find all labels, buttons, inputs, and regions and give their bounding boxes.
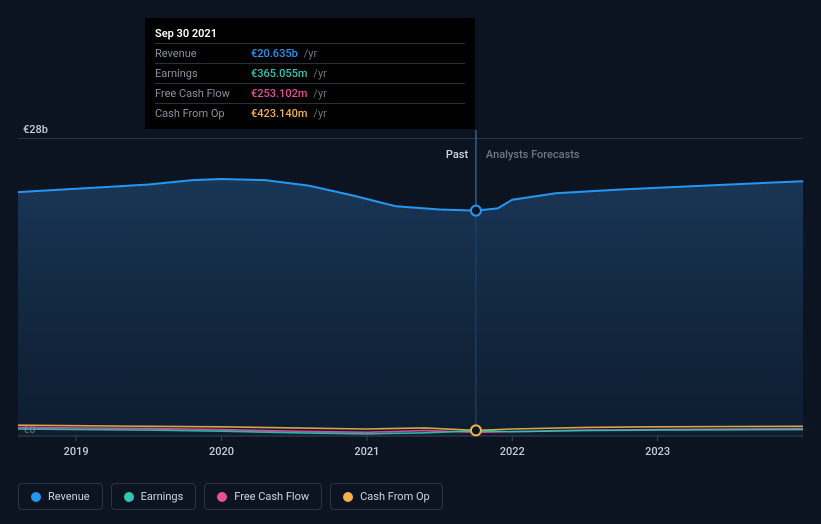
tooltip-unit: /yr	[313, 87, 326, 100]
tooltip-row: Cash From Op €423.140m/yr	[155, 103, 465, 123]
tooltip-key: Cash From Op	[155, 107, 245, 120]
legend-dot-icon	[217, 492, 227, 502]
tooltip-unit: /yr	[313, 107, 326, 120]
chart-tooltip: Sep 30 2021 Revenue €20.635b/yr Earnings €3…	[145, 18, 475, 129]
legend-label: Cash From Op	[360, 490, 430, 503]
tooltip-value: €20.635b	[251, 47, 298, 60]
tooltip-unit: /yr	[304, 47, 317, 60]
x-tick: 2023	[645, 445, 670, 458]
tooltip-row: Free Cash Flow €253.102m/yr	[155, 83, 465, 103]
tooltip-value: €253.102m	[251, 87, 307, 100]
chart-legend: Revenue Earnings Free Cash Flow Cash From O…	[18, 483, 443, 510]
financials-chart: €28b €0 Past Analysts Forecasts 20192020…	[18, 10, 803, 510]
tooltip-value: €365.055m	[251, 67, 307, 80]
tooltip-key: Revenue	[155, 47, 245, 60]
tooltip-key: Free Cash Flow	[155, 87, 245, 100]
legend-item-revenue[interactable]: Revenue	[18, 483, 103, 510]
legend-dot-icon	[31, 492, 41, 502]
forecast-label: Analysts Forecasts	[486, 148, 580, 161]
legend-item-fcf[interactable]: Free Cash Flow	[204, 483, 322, 510]
tooltip-date: Sep 30 2021	[155, 24, 465, 43]
tooltip-unit: /yr	[313, 67, 326, 80]
past-label: Past	[446, 148, 468, 161]
legend-item-cashop[interactable]: Cash From Op	[330, 483, 443, 510]
legend-label: Free Cash Flow	[234, 490, 309, 503]
tooltip-value: €423.140m	[251, 107, 307, 120]
legend-dot-icon	[343, 492, 353, 502]
x-tick: 2022	[500, 445, 525, 458]
legend-item-earnings[interactable]: Earnings	[111, 483, 197, 510]
legend-label: Earnings	[141, 490, 184, 503]
tooltip-row: Earnings €365.055m/yr	[155, 63, 465, 83]
tooltip-key: Earnings	[155, 67, 245, 80]
legend-label: Revenue	[48, 490, 90, 503]
x-tick: 2020	[209, 445, 234, 458]
x-tick: 2019	[64, 445, 89, 458]
legend-dot-icon	[124, 492, 134, 502]
tooltip-row: Revenue €20.635b/yr	[155, 43, 465, 63]
x-tick: 2021	[354, 445, 379, 458]
